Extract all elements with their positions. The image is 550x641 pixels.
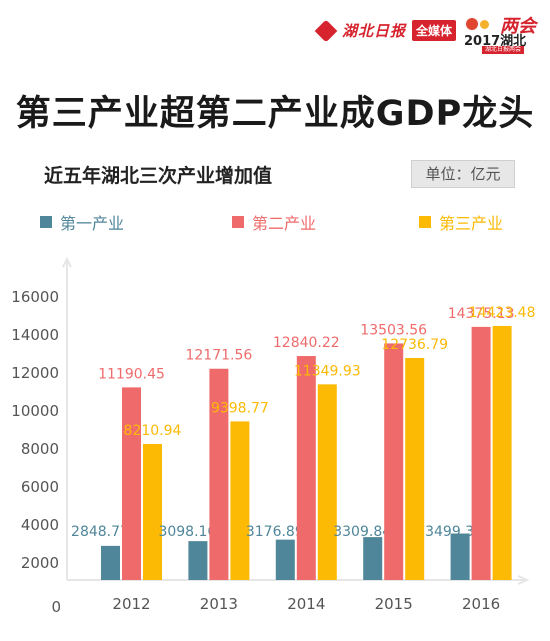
legend-item-tertiary: 第三产业 — [419, 210, 503, 234]
badge-mark: 两会 — [500, 16, 536, 37]
bar-primary — [363, 537, 383, 580]
bar-tertiary — [230, 421, 250, 580]
two-sessions-badge: 两会 2017湖北 湖北日报两会 — [460, 12, 542, 54]
data-label: 3499.3 — [425, 524, 474, 540]
legend-item-primary: 第一产业 — [40, 210, 124, 234]
x-tick-label: 2016 — [462, 595, 500, 613]
media-tag: 全媒体 — [412, 20, 457, 41]
x-tick-label: 2012 — [112, 595, 150, 613]
data-label: 2848.77 — [71, 524, 129, 540]
data-label: 11349.93 — [294, 363, 361, 379]
badge-sub: 湖北日报两会 — [482, 46, 525, 54]
y-tick-label: 10000 — [11, 402, 59, 420]
y-tick-label: 2000 — [21, 554, 59, 572]
y-tick-label: 12000 — [11, 364, 59, 382]
chart-title: 近五年湖北三次产业增加值 — [44, 165, 273, 187]
bar-secondary — [122, 387, 141, 580]
headline: 第三产业超第二产业成GDP龙头 — [15, 94, 535, 134]
legend-swatch-tertiary — [419, 216, 431, 228]
data-label: 3309.84 — [333, 524, 391, 540]
data-label: 9398.77 — [211, 400, 269, 416]
hubei-daily-logo: 湖北日报 全媒体 — [314, 19, 457, 42]
y-tick-label: 4000 — [21, 516, 59, 534]
legend-label-primary: 第一产业 — [60, 214, 125, 233]
data-label: 13503.56 — [360, 322, 427, 338]
data-label: 11190.45 — [98, 366, 165, 382]
y-tick-label: 6000 — [21, 478, 59, 496]
y-tick-label: 16000 — [11, 288, 59, 306]
bar-primary — [450, 533, 470, 580]
data-label: 14423.48 — [469, 305, 536, 321]
data-label: 14375.13 — [448, 306, 515, 322]
bar-secondary — [384, 343, 404, 580]
legend-label-secondary: 第二产业 — [252, 214, 317, 233]
legend-label-tertiary: 第三产业 — [439, 214, 504, 233]
y-axis-arrow-icon — [62, 256, 72, 268]
x-tick-label: 2013 — [200, 595, 238, 613]
legend-item-secondary: 第二产业 — [232, 210, 316, 234]
y-tick-label: 14000 — [11, 326, 59, 344]
y-tick-label: 8000 — [21, 440, 59, 458]
bar-primary — [188, 541, 208, 580]
data-label: 3176.89 — [246, 524, 304, 540]
bar-tertiary — [143, 443, 162, 580]
badge-year: 2017湖北 — [464, 34, 527, 49]
paper-name: 湖北日报 — [342, 22, 407, 40]
data-label: 12171.56 — [185, 348, 252, 364]
bar-tertiary — [492, 325, 512, 580]
data-label: 3098.16 — [158, 524, 216, 540]
badge-emblem-dot-icon — [480, 20, 489, 29]
x-axis-arrow-icon — [517, 575, 530, 585]
badge-emblem-icon — [466, 18, 478, 30]
masthead: 湖北日报 全媒体 两会 2017湖北 湖北日报两会 — [0, 0, 550, 56]
bar-tertiary — [405, 358, 425, 580]
legend-swatch-secondary — [232, 216, 244, 228]
x-tick-label: 2014 — [287, 595, 325, 613]
bar-secondary — [471, 326, 491, 580]
bar-chart: 0 2000 4000 6000 8000 10000 12000 14000 16000 284… — [11, 256, 536, 616]
data-label: 12840.22 — [273, 335, 340, 351]
x-tick-label: 2015 — [375, 595, 413, 613]
legend-swatch-primary — [40, 216, 52, 228]
bar-primary — [275, 539, 295, 580]
bar-primary — [101, 545, 120, 580]
bar-tertiary — [317, 384, 337, 580]
unit-label: 单位：亿元 — [411, 160, 515, 188]
data-label: 8210.94 — [124, 423, 182, 439]
hubei-daily-mark-icon — [314, 19, 338, 42]
y-tick-label: 0 — [51, 598, 61, 616]
bar-secondary — [209, 368, 229, 580]
bar-secondary — [296, 356, 316, 580]
data-label: 12736.79 — [381, 337, 448, 353]
